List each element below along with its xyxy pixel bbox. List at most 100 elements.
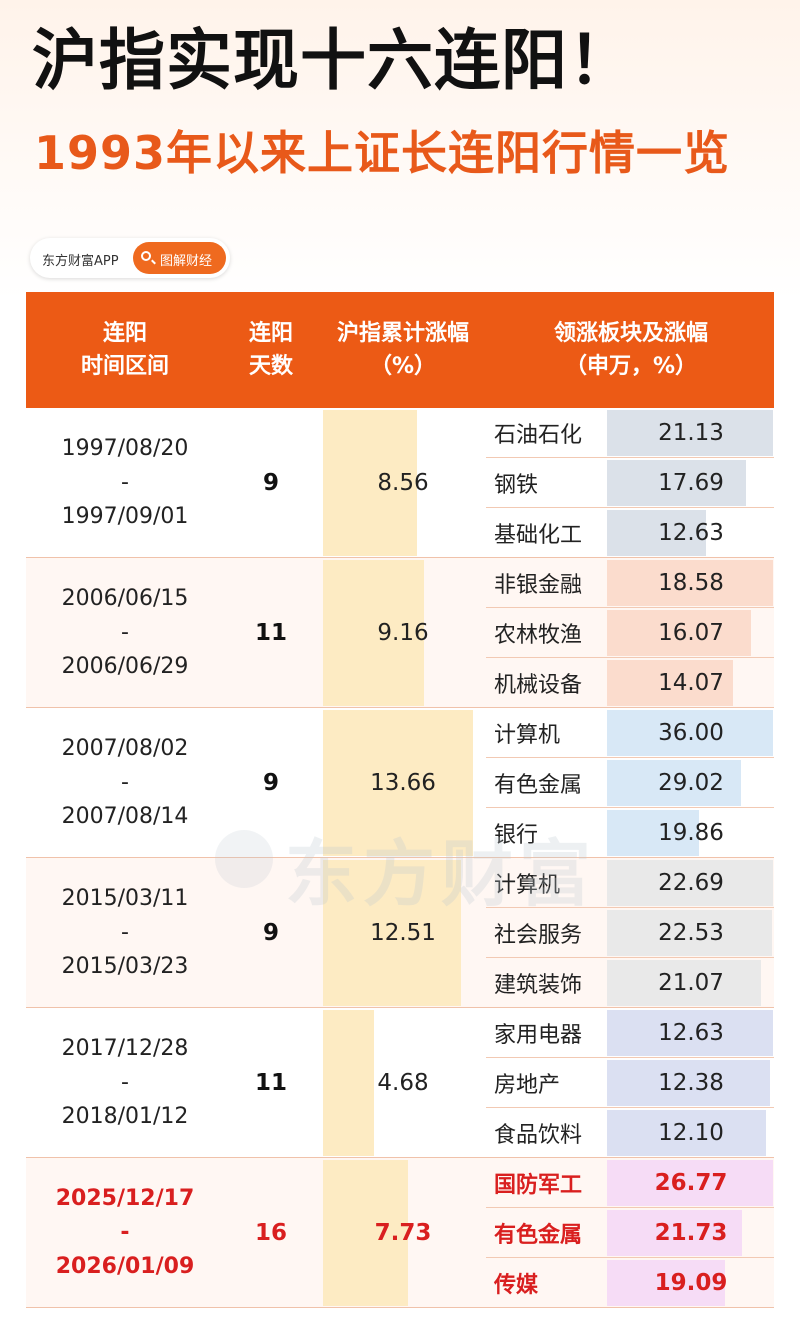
watermark: 东方财富 [285, 832, 598, 916]
sector-name: 计算机 [494, 723, 561, 748]
sector-bar [607, 1060, 770, 1106]
sector-name: 家用电器 [494, 1023, 583, 1048]
sector-value: 22.69 [658, 870, 724, 896]
period-separator: - [121, 620, 129, 645]
period-separator: - [121, 920, 129, 945]
sector-divider [486, 957, 774, 958]
brand-tag-label: 图解财经 [160, 254, 213, 269]
period-separator: - [121, 770, 129, 795]
sector-value: 21.73 [654, 1220, 728, 1246]
sector-value: 14.07 [658, 670, 724, 696]
gain-value: 9.16 [377, 620, 429, 646]
sector-name: 房地产 [494, 1073, 561, 1098]
sector-bar [607, 910, 772, 956]
period-separator: - [120, 1220, 130, 1245]
sector-value: 29.02 [658, 770, 724, 796]
row-divider [26, 857, 774, 858]
period-start: 2007/08/02 [61, 736, 189, 761]
sector-value: 22.53 [658, 920, 724, 946]
sector-bar [607, 660, 733, 706]
gain-value: 7.73 [374, 1220, 432, 1246]
brand-tag-pill: 图解财经 [133, 242, 226, 274]
header-sectors-line2: （申万，%） [564, 354, 698, 379]
brand-badge: 东方财富APP 图解财经 [30, 238, 230, 278]
sector-divider [486, 1207, 774, 1208]
period-cell: 2006/06/15 - 2006/06/29 [26, 558, 224, 708]
gain-value: 12.51 [370, 920, 436, 946]
sector-value: 12.63 [658, 520, 724, 546]
period-end: 2006/06/29 [61, 654, 189, 679]
gain-bar [323, 860, 461, 1006]
page-title: 沪指实现十六连阳！ [32, 22, 635, 99]
days-value: 11 [254, 620, 287, 646]
period-cell: 2017/12/28 - 2018/01/12 [26, 1008, 224, 1158]
sector-divider [486, 807, 774, 808]
sector-bar [607, 810, 699, 856]
sector-value: 18.58 [658, 570, 724, 596]
sector-value: 17.69 [658, 470, 724, 496]
sector-value: 16.07 [658, 620, 724, 646]
period-end: 2018/01/12 [61, 1104, 189, 1129]
page-subtitle: 1993年以来上证长连阳行情一览 [34, 126, 731, 180]
sector-bar [607, 710, 773, 756]
header-days: 连阳 天数 [224, 292, 318, 408]
sector-bar [607, 560, 773, 606]
period-cell: 2007/08/02 - 2007/08/14 [26, 708, 224, 858]
row-divider [26, 707, 774, 708]
header-period: 连阳 时间区间 [26, 292, 224, 408]
gain-value: 8.56 [377, 470, 429, 496]
sector-bar [607, 1210, 742, 1256]
period-start: 2025/12/17 [55, 1186, 195, 1211]
sector-value: 21.07 [658, 970, 724, 996]
gain-value: 13.66 [370, 770, 436, 796]
period-start: 2017/12/28 [61, 1036, 189, 1061]
sector-name: 传媒 [494, 1273, 539, 1298]
watermark-logo [215, 830, 273, 888]
gain-bar [323, 710, 473, 856]
period-cell: 2025/12/17 - 2026/01/09 [26, 1158, 224, 1308]
sector-divider [486, 1257, 774, 1258]
gain-bar [323, 1010, 374, 1156]
header-gain-line2: （%） [369, 354, 437, 379]
sector-name: 石油石化 [494, 423, 583, 448]
row-divider [26, 1157, 774, 1158]
sector-bar [607, 1260, 725, 1306]
sector-name: 有色金属 [494, 1223, 583, 1248]
sector-value: 12.10 [658, 1120, 724, 1146]
table-row: 1997/08/20 - 1997/09/01 9 8.56 石油石化 21.13 钢铁 17.… [26, 408, 774, 558]
sector-bar [607, 760, 741, 806]
period-end: 2026/01/09 [55, 1254, 195, 1279]
gain-bar [323, 1160, 408, 1306]
sector-name: 国防军工 [494, 1173, 583, 1198]
header-period-line1: 连阳 [102, 321, 147, 346]
table-row: 2007/08/02 - 2007/08/14 9 13.66 计算机 36.00 有色金属 2… [26, 708, 774, 858]
table-row: 2017/12/28 - 2018/01/12 11 4.68 家用电器 12.63 房地产 1… [26, 1008, 774, 1158]
search-icon [141, 251, 151, 261]
sector-value: 12.38 [658, 1070, 724, 1096]
sector-divider [486, 907, 774, 908]
sector-name: 食品饮料 [494, 1123, 583, 1148]
sector-value: 21.13 [658, 420, 724, 446]
table-row: 2015/03/11 - 2015/03/23 9 12.51 计算机 22.69 社会服务 2… [26, 858, 774, 1008]
sector-name: 银行 [494, 823, 539, 848]
row-divider [26, 557, 774, 558]
sector-bar [607, 410, 773, 456]
gain-bar [323, 560, 424, 706]
period-separator: - [121, 470, 129, 495]
sector-bar [607, 1010, 773, 1056]
sector-divider [486, 757, 774, 758]
row-divider [26, 1307, 774, 1308]
sector-value: 19.09 [654, 1270, 728, 1296]
period-start: 2015/03/11 [61, 886, 189, 911]
period-end: 2015/03/23 [61, 954, 189, 979]
header-days-line1: 连阳 [248, 321, 293, 346]
sector-value: 26.77 [654, 1170, 728, 1196]
header-period-line2: 时间区间 [80, 354, 169, 379]
sector-bar [607, 610, 751, 656]
sector-divider [486, 657, 774, 658]
period-cell: 2015/03/11 - 2015/03/23 [26, 858, 224, 1008]
sector-name: 有色金属 [494, 773, 583, 798]
table-row: 2006/06/15 - 2006/06/29 11 9.16 非银金融 18.58 农林牧渔… [26, 558, 774, 708]
sector-name: 钢铁 [494, 473, 539, 498]
sector-bar [607, 460, 746, 506]
